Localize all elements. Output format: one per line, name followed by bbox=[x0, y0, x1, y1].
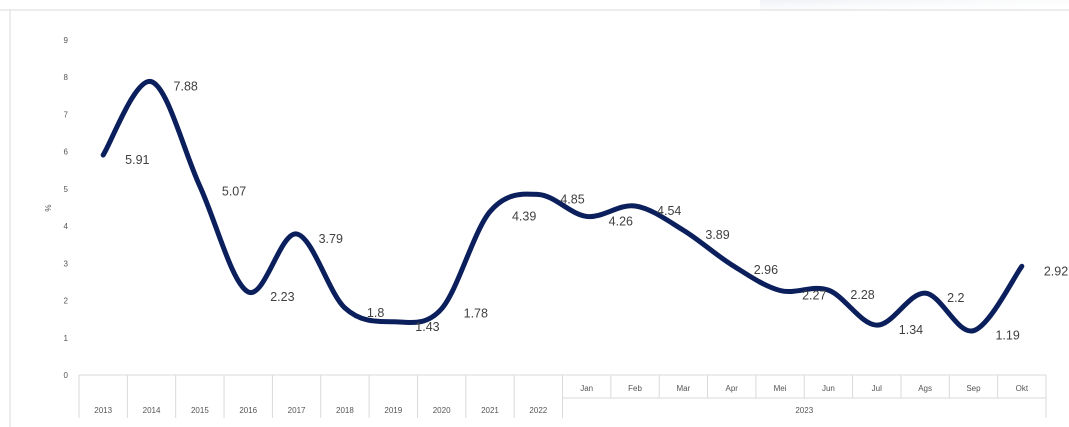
data-label: 2.27 bbox=[802, 289, 826, 303]
x-tick-label: Mar bbox=[676, 384, 690, 393]
corner-shadow bbox=[760, 0, 1069, 10]
data-label: 2.92 bbox=[1044, 264, 1068, 278]
y-tick-label: 1 bbox=[64, 334, 69, 343]
y-tick-label: 4 bbox=[64, 222, 69, 231]
y-tick-label: 6 bbox=[64, 148, 69, 157]
x-tick-label: Feb bbox=[628, 384, 642, 393]
x-tick-label: 2018 bbox=[336, 406, 354, 415]
data-label: 1.34 bbox=[899, 323, 923, 337]
data-label: 4.26 bbox=[609, 214, 633, 228]
x-tick-label: Jan bbox=[580, 384, 593, 393]
x-tick-label: Apr bbox=[725, 384, 738, 393]
x-tick-label: 2019 bbox=[384, 406, 402, 415]
x-tick-label: Okt bbox=[1016, 384, 1029, 393]
data-labels: 5.91 7.88 5.07 2.23 3.79 1.8 1.43 1.78 4.39 4.85 4… bbox=[125, 80, 1068, 343]
y-tick-label: 5 bbox=[64, 185, 69, 194]
x-tick-label: Jul bbox=[872, 384, 882, 393]
data-label: 3.79 bbox=[319, 232, 343, 246]
data-label: 1.43 bbox=[415, 320, 439, 334]
x-tick-label: Jun bbox=[822, 384, 835, 393]
x-tick-label: 2014 bbox=[143, 406, 161, 415]
x-tick-label: 2022 bbox=[529, 406, 547, 415]
x-tick-label: Sep bbox=[966, 384, 981, 393]
data-label: 1.78 bbox=[464, 307, 488, 321]
y-axis: 0 1 2 3 4 5 6 7 8 9 bbox=[64, 36, 69, 380]
x-axis: 2013 2014 2015 2016 2017 2018 2019 2020 2021 2022… bbox=[78, 374, 1047, 418]
data-label: 4.85 bbox=[560, 192, 584, 206]
x-tick-label: 2021 bbox=[481, 406, 499, 415]
series-line bbox=[100, 79, 1025, 334]
data-label: 1.8 bbox=[367, 306, 384, 320]
data-label: 5.91 bbox=[125, 153, 149, 167]
data-label: 3.89 bbox=[705, 228, 729, 242]
data-label: 2.28 bbox=[850, 288, 874, 302]
data-label: 1.19 bbox=[995, 329, 1019, 343]
y-tick-label: 0 bbox=[64, 371, 69, 380]
x-tick-label: 2016 bbox=[239, 406, 257, 415]
data-label: 5.07 bbox=[222, 184, 246, 198]
data-label: 2.23 bbox=[270, 290, 294, 304]
y-tick-label: 2 bbox=[64, 297, 69, 306]
y-axis-title: % bbox=[44, 204, 53, 211]
data-label: 7.88 bbox=[174, 80, 198, 94]
y-tick-label: 3 bbox=[64, 259, 69, 268]
data-label: 2.96 bbox=[754, 263, 778, 277]
data-label: 2.2 bbox=[947, 291, 964, 305]
x-tick-label: Ags bbox=[918, 384, 932, 393]
x-tick-label: 2017 bbox=[288, 406, 306, 415]
x-tick-label: 2015 bbox=[191, 406, 209, 415]
y-tick-label: 7 bbox=[64, 110, 69, 119]
x-tick-label: 2020 bbox=[433, 406, 451, 415]
y-tick-label: 9 bbox=[64, 36, 69, 45]
x-tick-label: Mei bbox=[774, 384, 787, 393]
y-tick-label: 8 bbox=[64, 73, 69, 82]
data-label: 4.54 bbox=[657, 204, 681, 218]
x-tick-label: 2013 bbox=[94, 406, 112, 415]
data-label: 4.39 bbox=[512, 210, 536, 224]
x-group-label: 2023 bbox=[795, 406, 813, 415]
